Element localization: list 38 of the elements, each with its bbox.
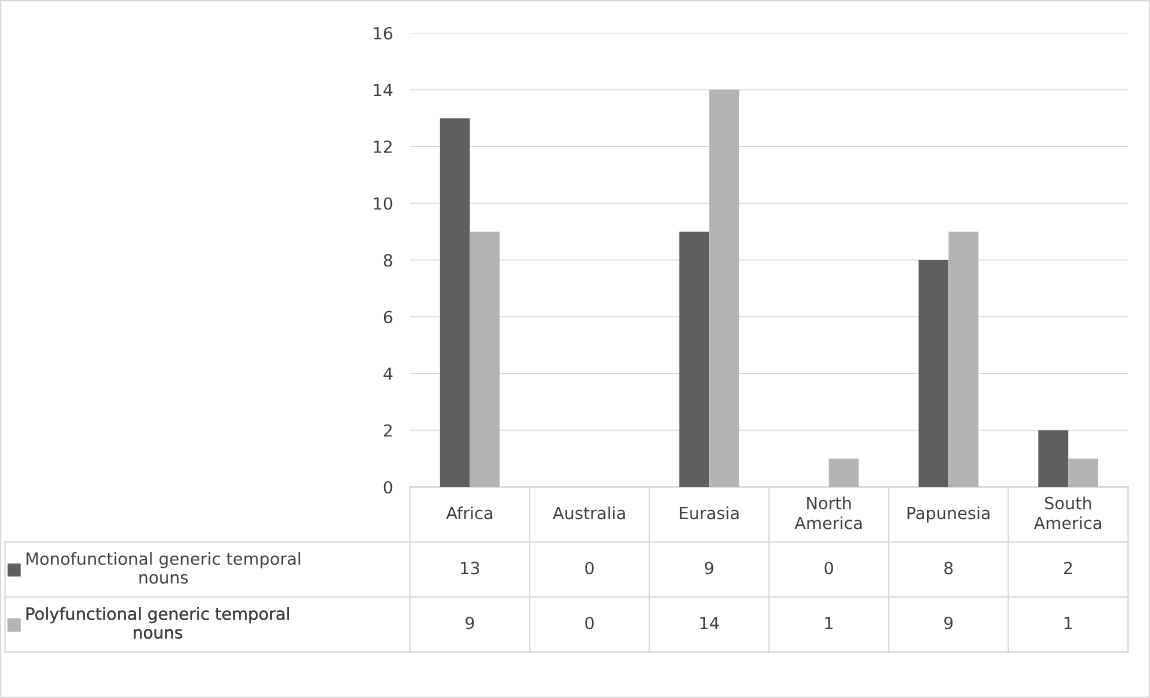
y-tick-label: 0	[383, 480, 393, 494]
data-label: 8	[944, 561, 953, 575]
y-tick-label: 6	[383, 310, 393, 324]
y-tick-label: 8	[383, 253, 393, 267]
bar	[828, 458, 859, 487]
bar	[469, 231, 500, 487]
data-label: 14	[700, 616, 719, 630]
bar	[918, 260, 949, 487]
y-tick-label: 14	[373, 83, 393, 97]
data-label: 9	[944, 616, 953, 630]
bar	[1068, 458, 1099, 487]
x-tick-label: North America	[794, 496, 862, 530]
y-tick-label: 2	[383, 424, 392, 437]
y-tick-label: 16	[373, 26, 393, 40]
x-tick-label: Africa	[446, 506, 493, 520]
data-label: 9	[704, 561, 714, 575]
data-label: 2	[1064, 561, 1072, 575]
legend-label: Polyfunctional generic temporal nouns	[26, 607, 289, 639]
legend-label: Monofunctional generic temporal nouns	[26, 552, 301, 584]
x-tick-label: Australia	[552, 506, 625, 520]
bar	[1038, 430, 1069, 487]
bar	[679, 231, 710, 487]
bar	[439, 118, 470, 487]
data-label: 9	[465, 616, 474, 630]
y-tick-label: 12	[373, 140, 392, 153]
data-label: 1	[1064, 616, 1072, 630]
x-tick-label: Eurasia	[679, 506, 739, 520]
bar	[709, 89, 740, 487]
bar	[948, 231, 979, 487]
data-label: 0	[824, 561, 834, 575]
x-tick-label: South America	[1033, 496, 1102, 530]
data-label: 0	[585, 561, 594, 575]
y-tick-label: 10	[373, 197, 393, 210]
data-label: 0	[585, 616, 594, 630]
y-tick-label: 4	[383, 367, 393, 380]
x-tick-label: Papunesia	[907, 506, 990, 523]
data-label: 1	[825, 616, 833, 630]
data-label: 13	[461, 561, 480, 575]
